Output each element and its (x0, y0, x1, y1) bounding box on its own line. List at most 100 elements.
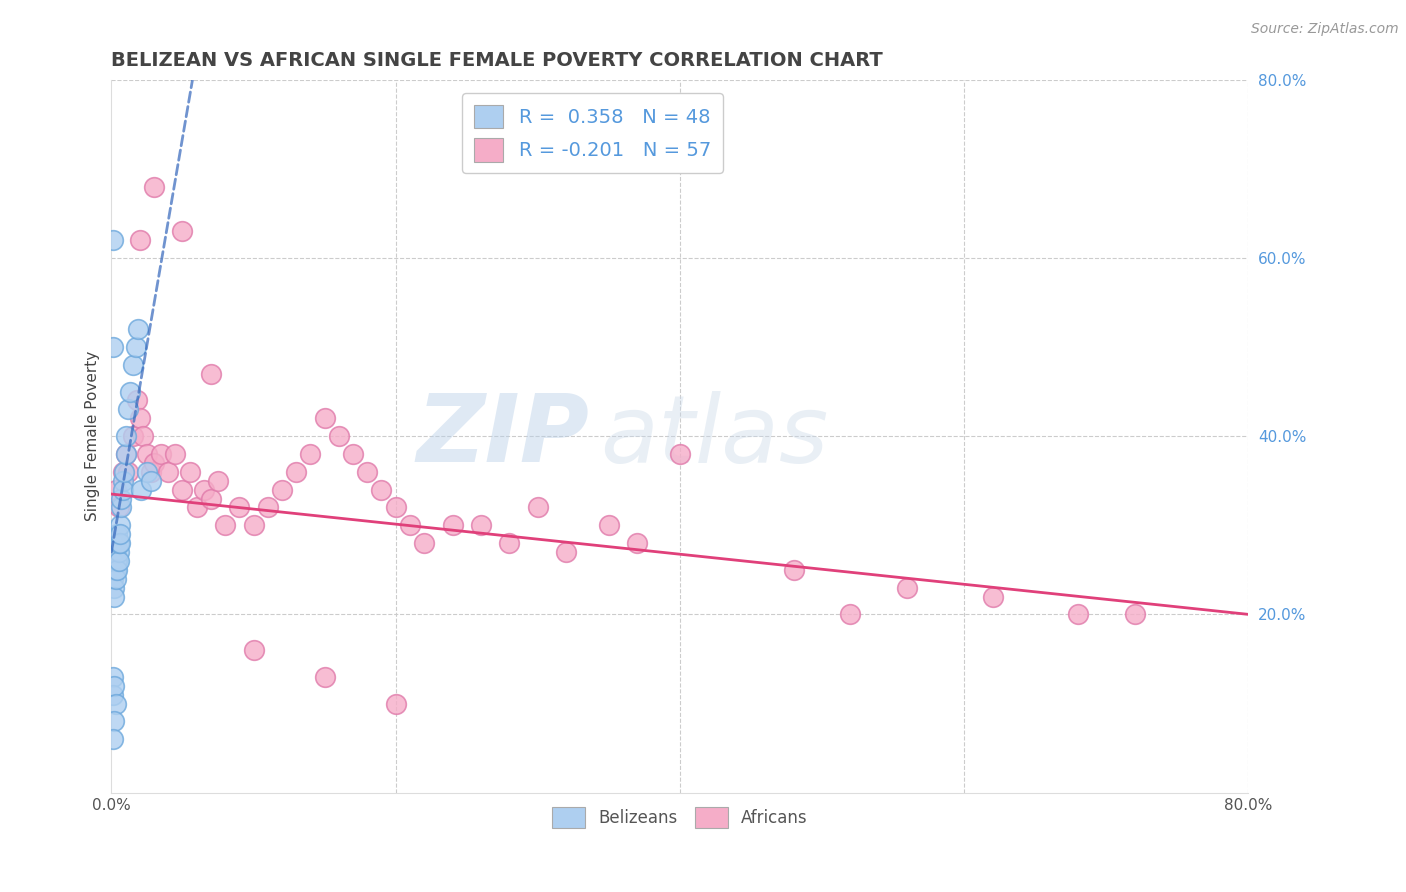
Point (104, 545, 127, 559)
Point (356, 465, 378, 479)
Point (125, 393, 148, 408)
Point (839, 607, 862, 622)
Point (143, 456, 166, 470)
Point (103, 581, 125, 595)
Point (328, 429, 350, 443)
Point (114, 447, 136, 461)
Point (143, 179, 166, 194)
Point (108, 536, 131, 550)
Point (136, 465, 159, 479)
Point (342, 447, 364, 461)
Point (101, 670, 124, 684)
Point (101, 554, 124, 568)
Point (101, 536, 124, 550)
Point (498, 536, 520, 550)
Point (110, 500, 132, 515)
Point (141, 474, 163, 488)
Point (101, 233, 124, 247)
Point (129, 483, 152, 497)
Point (128, 233, 150, 247)
Point (285, 465, 308, 479)
Point (981, 590, 1004, 604)
Point (101, 732, 124, 747)
Y-axis label: Single Female Poverty: Single Female Poverty (86, 351, 100, 521)
Point (128, 411, 150, 425)
Point (131, 429, 153, 443)
Point (179, 465, 201, 479)
Point (118, 384, 141, 399)
Point (782, 563, 804, 577)
Point (104, 536, 127, 550)
Point (104, 563, 127, 577)
Point (555, 545, 578, 559)
Point (384, 500, 406, 515)
Point (299, 447, 322, 461)
Point (598, 518, 620, 533)
Point (104, 572, 127, 586)
Point (112, 465, 135, 479)
Point (111, 483, 134, 497)
Point (104, 483, 127, 497)
Point (314, 411, 336, 425)
Point (107, 536, 129, 550)
Legend: Belizeans, Africans: Belizeans, Africans (546, 801, 814, 834)
Point (200, 367, 222, 381)
Point (101, 688, 124, 702)
Point (228, 500, 250, 515)
Point (101, 545, 124, 559)
Point (370, 483, 392, 497)
Text: atlas: atlas (600, 391, 828, 482)
Point (105, 527, 128, 541)
Point (114, 447, 136, 461)
Point (896, 581, 918, 595)
Point (104, 697, 127, 711)
Point (124, 340, 146, 354)
Point (200, 491, 222, 506)
Point (111, 474, 134, 488)
Point (1067, 607, 1090, 622)
Text: Source: ZipAtlas.com: Source: ZipAtlas.com (1251, 22, 1399, 37)
Point (103, 536, 125, 550)
Point (105, 554, 128, 568)
Point (107, 500, 129, 515)
Point (157, 465, 180, 479)
Point (172, 483, 194, 497)
Point (104, 554, 127, 568)
Point (107, 545, 129, 559)
Point (207, 474, 229, 488)
Point (103, 563, 125, 577)
Point (214, 518, 236, 533)
Point (413, 536, 436, 550)
Point (107, 554, 129, 568)
Point (127, 322, 149, 336)
Point (384, 697, 406, 711)
Point (117, 402, 139, 417)
Point (193, 483, 215, 497)
Point (101, 572, 124, 586)
Point (256, 500, 278, 515)
Point (101, 563, 124, 577)
Point (136, 447, 159, 461)
Point (121, 358, 143, 372)
Point (314, 670, 336, 684)
Point (105, 563, 128, 577)
Point (103, 545, 125, 559)
Point (165, 447, 187, 461)
Point (626, 536, 648, 550)
Point (441, 518, 464, 533)
Point (117, 465, 139, 479)
Point (114, 429, 136, 443)
Point (150, 447, 173, 461)
Point (103, 590, 125, 604)
Text: BELIZEAN VS AFRICAN SINGLE FEMALE POVERTY CORRELATION CHART: BELIZEAN VS AFRICAN SINGLE FEMALE POVERT… (111, 51, 883, 70)
Point (470, 518, 492, 533)
Point (399, 518, 422, 533)
Point (669, 447, 692, 461)
Point (103, 679, 125, 693)
Point (121, 429, 143, 443)
Point (111, 465, 134, 479)
Point (242, 643, 264, 657)
Point (103, 714, 125, 729)
Point (271, 483, 294, 497)
Point (186, 500, 208, 515)
